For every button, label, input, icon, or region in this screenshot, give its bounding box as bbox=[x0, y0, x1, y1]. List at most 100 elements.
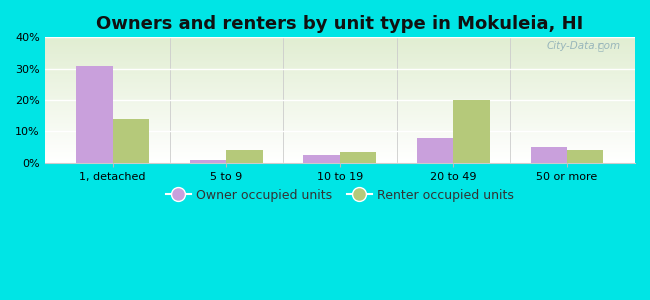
Bar bbox=[45, 58, 635, 59]
Bar bbox=[45, 87, 635, 88]
Bar bbox=[45, 69, 635, 70]
Bar bbox=[45, 84, 635, 85]
Bar bbox=[45, 150, 635, 151]
Bar bbox=[45, 80, 635, 81]
Bar bbox=[45, 59, 635, 60]
Bar bbox=[45, 141, 635, 142]
Text: ⦿: ⦿ bbox=[598, 41, 604, 51]
Bar bbox=[530, 147, 567, 163]
Bar bbox=[45, 108, 635, 109]
Bar bbox=[45, 151, 635, 152]
Bar bbox=[45, 60, 635, 61]
Bar bbox=[45, 70, 635, 71]
Bar bbox=[45, 65, 635, 66]
Bar bbox=[45, 118, 635, 119]
Bar bbox=[45, 94, 635, 95]
Bar bbox=[45, 127, 635, 128]
Bar bbox=[45, 83, 635, 84]
Bar bbox=[567, 150, 603, 163]
Bar bbox=[45, 105, 635, 106]
Title: Owners and renters by unit type in Mokuleia, HI: Owners and renters by unit type in Mokul… bbox=[96, 15, 584, 33]
Bar bbox=[45, 125, 635, 126]
Bar bbox=[45, 128, 635, 129]
Bar bbox=[45, 117, 635, 118]
Bar bbox=[45, 120, 635, 121]
Bar bbox=[45, 158, 635, 159]
Bar bbox=[45, 68, 635, 69]
Bar bbox=[45, 133, 635, 134]
Bar bbox=[45, 100, 635, 101]
Bar bbox=[45, 113, 635, 114]
Bar bbox=[45, 95, 635, 96]
Bar bbox=[45, 57, 635, 58]
Bar bbox=[45, 131, 635, 132]
Bar bbox=[45, 112, 635, 113]
Bar bbox=[45, 71, 635, 72]
Bar bbox=[45, 156, 635, 157]
Bar bbox=[45, 114, 635, 115]
Bar bbox=[45, 86, 635, 87]
Bar bbox=[45, 66, 635, 67]
Bar bbox=[45, 99, 635, 100]
Bar bbox=[45, 44, 635, 45]
Bar bbox=[45, 77, 635, 78]
Bar bbox=[45, 115, 635, 116]
Bar bbox=[45, 129, 635, 130]
Bar bbox=[45, 111, 635, 112]
Bar bbox=[304, 155, 340, 163]
Bar bbox=[45, 160, 635, 161]
Bar bbox=[45, 124, 635, 125]
Bar bbox=[45, 161, 635, 162]
Bar bbox=[45, 82, 635, 83]
Bar bbox=[45, 159, 635, 160]
Bar bbox=[45, 90, 635, 91]
Bar bbox=[45, 55, 635, 56]
Bar bbox=[45, 76, 635, 77]
Bar bbox=[45, 63, 635, 64]
Bar bbox=[45, 135, 635, 136]
Bar bbox=[45, 101, 635, 102]
Bar bbox=[45, 41, 635, 42]
Bar bbox=[45, 46, 635, 47]
Bar bbox=[45, 148, 635, 149]
Bar bbox=[45, 93, 635, 94]
Bar bbox=[45, 38, 635, 39]
Bar bbox=[45, 52, 635, 53]
Bar bbox=[45, 97, 635, 98]
Bar bbox=[45, 121, 635, 122]
Bar bbox=[45, 154, 635, 155]
Bar bbox=[45, 134, 635, 135]
Bar bbox=[45, 152, 635, 153]
Bar bbox=[45, 45, 635, 46]
Bar bbox=[45, 47, 635, 48]
Bar bbox=[45, 75, 635, 76]
Bar bbox=[45, 73, 635, 74]
Bar bbox=[45, 54, 635, 55]
Bar bbox=[45, 98, 635, 99]
Bar bbox=[45, 96, 635, 97]
Bar bbox=[45, 102, 635, 103]
Bar bbox=[340, 152, 376, 163]
Bar bbox=[45, 72, 635, 73]
Bar bbox=[45, 132, 635, 133]
Bar bbox=[45, 140, 635, 141]
Bar bbox=[45, 137, 635, 138]
Bar bbox=[45, 49, 635, 50]
Bar bbox=[112, 119, 149, 163]
Bar bbox=[45, 74, 635, 75]
Bar bbox=[45, 39, 635, 40]
Bar bbox=[45, 146, 635, 147]
Bar bbox=[45, 92, 635, 93]
Bar bbox=[45, 51, 635, 52]
Bar bbox=[226, 150, 263, 163]
Bar bbox=[45, 122, 635, 123]
Bar bbox=[45, 143, 635, 144]
Bar bbox=[45, 85, 635, 86]
Bar bbox=[45, 142, 635, 143]
Bar bbox=[45, 157, 635, 158]
Bar bbox=[45, 79, 635, 80]
Bar bbox=[45, 50, 635, 51]
Bar bbox=[45, 40, 635, 41]
Bar bbox=[45, 91, 635, 92]
Bar bbox=[45, 67, 635, 68]
